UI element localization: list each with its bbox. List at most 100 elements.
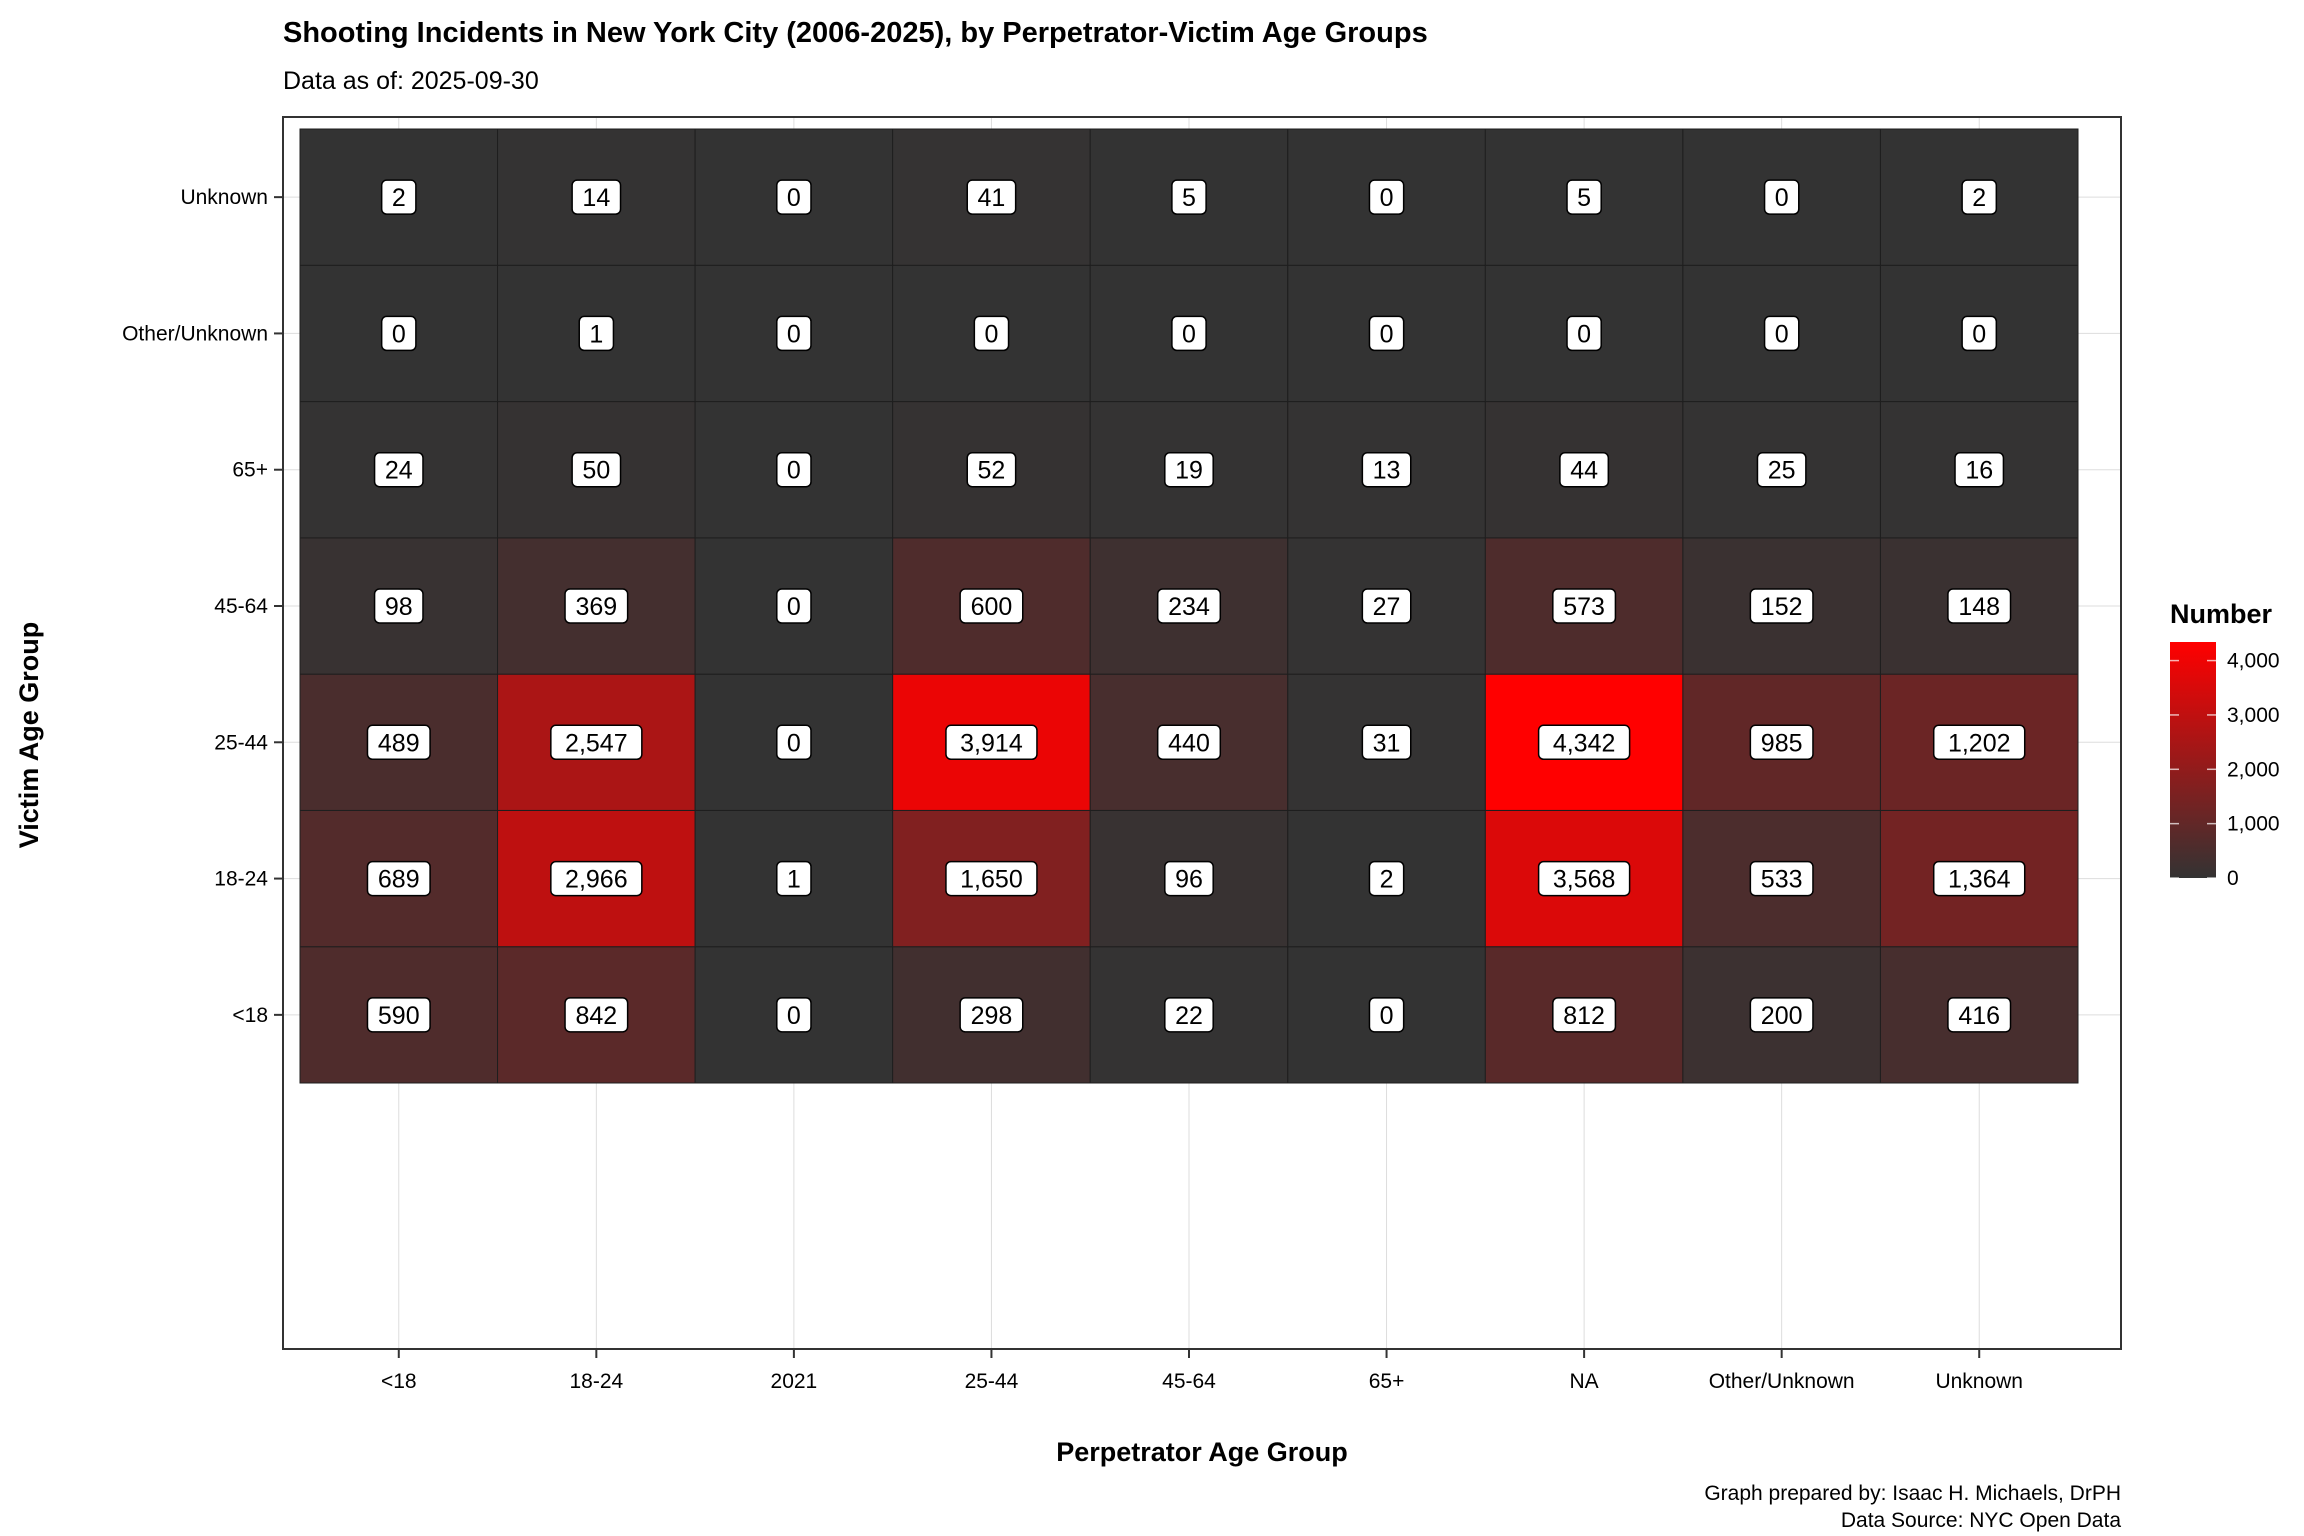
cell-label: 0 (1763, 315, 1800, 352)
cell-label-box (1361, 451, 1412, 488)
cell-value: 19 (1175, 457, 1203, 485)
cell-label: 2 (380, 179, 417, 215)
cell-value: 0 (1775, 320, 1789, 348)
cell-value: 1,364 (1948, 866, 2011, 894)
y-axis-title: Victim Age Group (14, 622, 44, 849)
cell-label-box (366, 724, 431, 761)
cell-label-box (776, 997, 812, 1033)
cell-label: 152 (1749, 588, 1814, 624)
cell-label-box (1361, 588, 1412, 624)
cell-label: 0 (1368, 997, 1405, 1033)
cell-label-box (1156, 588, 1222, 624)
cell-label: 1 (578, 315, 615, 352)
cell-label-box (571, 179, 622, 215)
cell-value: 0 (1972, 320, 1986, 348)
cell-label: 985 (1749, 724, 1814, 761)
cell-label-box (1368, 315, 1405, 352)
cell-label-box (1749, 724, 1814, 761)
cell-value: 0 (1380, 184, 1394, 212)
cell-value: 31 (1373, 729, 1401, 757)
y-tick-label: 25-44 (214, 731, 268, 754)
cell-value: 812 (1563, 1002, 1605, 1030)
cell-label: 31 (1361, 724, 1412, 761)
cell-value: 5 (1577, 184, 1591, 212)
cell-label-box (945, 860, 1038, 897)
legend-tick-label: 0 (2227, 867, 2239, 890)
cell-label-box (1368, 179, 1405, 215)
cell-label: 41 (966, 179, 1017, 215)
cell-label: 3,914 (945, 724, 1038, 761)
cell-value: 440 (1168, 729, 1210, 757)
y-tick-label: Other/Unknown (122, 322, 268, 345)
cell-label: 298 (959, 997, 1024, 1033)
color-legend: Number 0 1,000 2,000 3,000 4,000 (2170, 599, 2280, 890)
cell-label-box (973, 315, 1010, 352)
cell-label: 96 (1164, 860, 1214, 897)
cell-label: 5 (1566, 179, 1602, 215)
cell-value: 14 (582, 184, 610, 212)
cell-label-box (1552, 588, 1617, 624)
cell-label: 22 (1164, 997, 1214, 1033)
cell-label-box (945, 724, 1038, 761)
cell-label: 16 (1954, 451, 2005, 488)
cell-label: 1,364 (1932, 860, 2026, 897)
cell-label: 3,568 (1537, 860, 1631, 897)
cell-label-box (373, 451, 424, 488)
cell-label: 369 (564, 588, 629, 624)
cell-label-box (776, 179, 812, 215)
cell-value: 4,342 (1553, 729, 1616, 757)
cell-value: 0 (787, 457, 801, 485)
cell-value: 0 (787, 320, 801, 348)
caption-line-2: Data Source: NYC Open Data (1841, 1509, 2121, 1532)
cell-label-box (366, 860, 431, 897)
cell-label-box (959, 997, 1024, 1033)
cell-label: 0 (1368, 315, 1405, 352)
cell-value: 200 (1761, 1002, 1803, 1030)
cell-value: 44 (1570, 457, 1598, 485)
cell-value: 369 (575, 593, 617, 621)
cell-label-box (1932, 860, 2026, 897)
cell-label-box (966, 451, 1017, 488)
cell-label: 148 (1947, 588, 2012, 624)
cell-label: 416 (1947, 997, 2012, 1033)
cell-label-box (1763, 179, 1800, 215)
cell-value: 1,650 (960, 866, 1023, 894)
cell-label: 98 (373, 588, 424, 624)
cell-label-box (776, 860, 812, 897)
y-axis-ticks: <18 18-24 25-44 45-64 65+ Other/Unknown Unknow… (122, 186, 283, 1027)
cell-label-box (1961, 315, 1998, 352)
cell-value: 573 (1563, 593, 1605, 621)
cell-value: 25 (1768, 457, 1796, 485)
cell-label-box (1961, 179, 1998, 215)
cell-value: 2,966 (565, 866, 628, 894)
cell-label: 24 (373, 451, 424, 488)
cell-label-box (1368, 997, 1405, 1033)
cell-value: 600 (971, 593, 1013, 621)
caption-line-1: Graph prepared by: Isaac H. Michaels, Dr… (1704, 1482, 2121, 1505)
cell-value: 3,914 (960, 729, 1023, 757)
cell-label: 2,547 (550, 724, 643, 761)
x-tick-label: Unknown (1935, 1370, 2023, 1393)
chart-title: Shooting Incidents in New York City (200… (283, 17, 1428, 49)
cell-label-box (1749, 860, 1814, 897)
cell-label: 489 (366, 724, 431, 761)
cell-label: 0 (380, 315, 417, 352)
legend-tick-label: 2,000 (2227, 758, 2280, 781)
cell-label-box (776, 588, 812, 624)
cell-label: 842 (564, 997, 629, 1033)
cell-label: 0 (776, 315, 812, 352)
cell-label-box (571, 451, 622, 488)
y-tick-label: Unknown (180, 186, 268, 209)
y-tick-label: 65+ (232, 459, 268, 482)
cell-value: 5 (1182, 184, 1196, 212)
cell-label-box (966, 179, 1017, 215)
cell-label-box (959, 588, 1024, 624)
cell-value: 24 (385, 457, 413, 485)
cell-label-box (1361, 724, 1412, 761)
cell-label: 689 (366, 860, 431, 897)
cell-label: 52 (966, 451, 1017, 488)
cell-label-box (1566, 315, 1602, 352)
x-tick-label: NA (1570, 1370, 1599, 1393)
cell-label-box (1164, 997, 1214, 1033)
